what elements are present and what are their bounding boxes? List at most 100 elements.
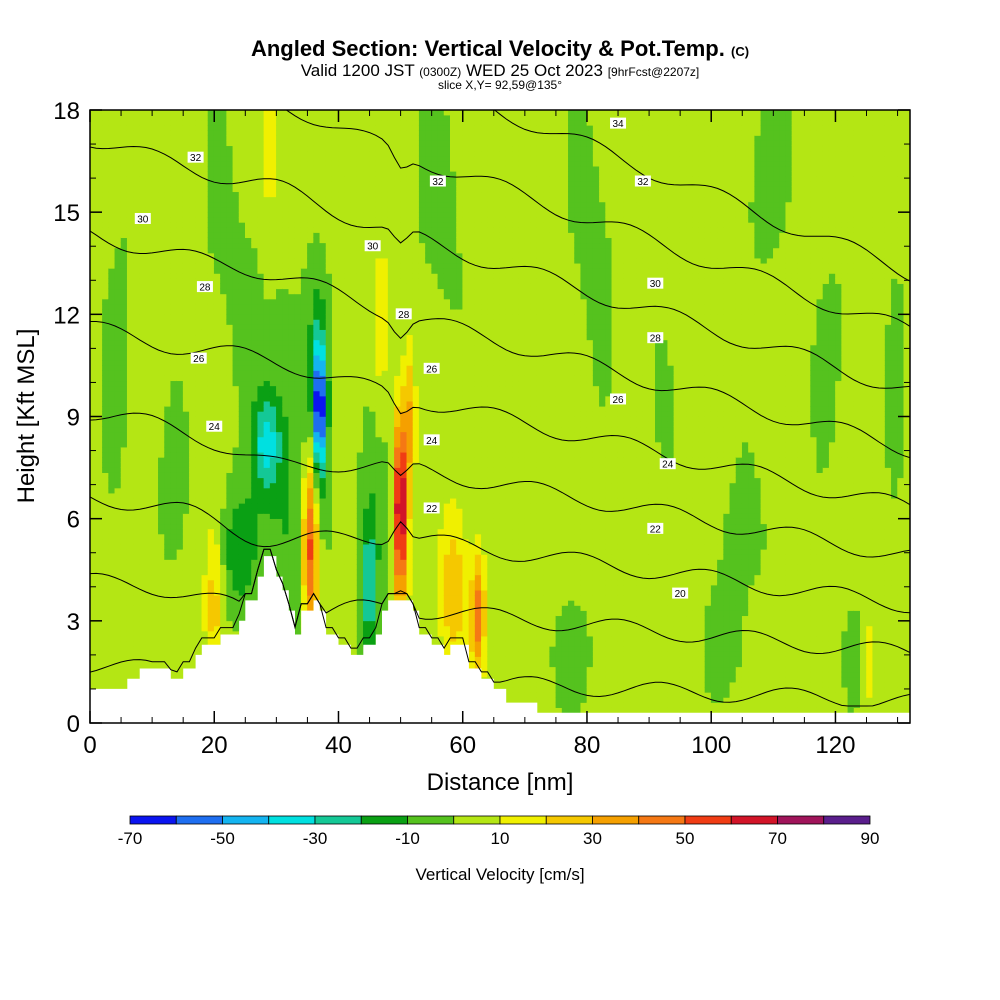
velocity-cell [319,538,327,545]
velocity-cell [226,584,234,591]
velocity-cell [151,339,159,346]
velocity-cell [120,528,128,535]
velocity-cell [95,298,103,305]
velocity-cell [331,421,339,428]
velocity-cell [126,666,134,673]
velocity-cell [158,145,165,152]
velocity-cell [108,569,116,576]
velocity-cell [276,441,283,448]
velocity-cell [207,497,215,504]
velocity-cell [325,339,333,346]
velocity-cell [207,303,215,310]
velocity-cell [108,196,116,203]
velocity-cell [164,661,172,668]
velocity-cell [170,145,178,152]
velocity-cell [145,278,153,284]
velocity-cell [276,497,283,504]
velocity-cell [108,329,116,336]
velocity-cell [170,380,178,387]
velocity-cell [313,186,321,193]
velocity-cell [213,201,221,208]
velocity-cell [251,329,259,336]
velocity-cell [102,441,109,448]
velocity-cell [344,584,352,591]
velocity-cell [114,201,122,208]
velocity-cell [300,283,308,290]
velocity-cell [120,620,128,627]
velocity-cell [319,579,327,586]
velocity-cell [307,549,314,555]
velocity-cell [170,640,178,647]
velocity-cell [182,298,190,305]
velocity-cell [300,416,308,422]
velocity-cell [238,559,246,565]
velocity-cell [331,436,339,443]
velocity-cell [126,349,134,356]
velocity-cell [331,232,339,239]
velocity-cell [126,273,134,279]
velocity-cell [269,140,277,147]
velocity-cell [207,441,215,448]
velocity-cell [325,375,333,382]
velocity-cell [108,518,116,525]
velocity-cell [170,411,178,417]
velocity-cell [133,385,140,392]
velocity-cell [207,273,215,279]
velocity-cell [102,513,109,519]
velocity-cell [114,487,122,494]
velocity-cell [189,222,196,228]
velocity-cell [189,661,196,668]
velocity-cell [307,125,314,131]
velocity-cell [313,140,321,147]
velocity-cell [213,503,221,509]
velocity-cell [189,543,196,550]
velocity-cell [201,615,209,622]
velocity-cell [238,211,246,218]
velocity-cell [269,262,277,269]
velocity-cell [313,543,321,550]
velocity-cell [139,293,147,300]
velocity-cell [226,232,234,239]
velocity-cell [120,390,128,397]
velocity-cell [207,344,215,351]
velocity-cell [300,329,308,336]
velocity-cell [276,308,283,315]
velocity-cell [170,467,178,473]
velocity-cell [176,554,184,560]
velocity-cell [325,574,333,581]
velocity-cell [189,370,196,376]
velocity-cell [114,196,122,203]
velocity-cell [263,110,271,116]
velocity-cell [238,605,246,611]
velocity-cell [151,171,159,177]
velocity-cell [120,421,128,428]
velocity-cell [120,380,128,387]
velocity-cell [182,513,190,519]
velocity-cell [120,349,128,356]
velocity-cell [164,375,172,382]
velocity-cell [319,385,327,392]
velocity-cell [220,421,227,428]
velocity-cell [114,508,122,514]
velocity-cell [201,487,209,494]
velocity-cell [313,206,321,213]
velocity-cell [195,375,203,382]
velocity-cell [338,201,345,208]
velocity-cell [232,181,240,187]
velocity-cell [164,171,172,177]
velocity-cell [220,140,227,147]
velocity-cell [257,380,265,387]
velocity-cell [238,487,246,494]
velocity-cell [263,538,271,545]
velocity-cell [120,268,128,274]
velocity-cell [307,232,314,239]
velocity-cell [288,176,296,182]
velocity-cell [288,513,296,519]
velocity-cell [139,232,147,239]
velocity-cell [338,237,345,244]
velocity-cell [102,676,109,683]
velocity-cell [95,569,103,576]
velocity-cell [195,130,203,136]
velocity-cell [313,329,321,336]
velocity-cell [276,518,283,525]
